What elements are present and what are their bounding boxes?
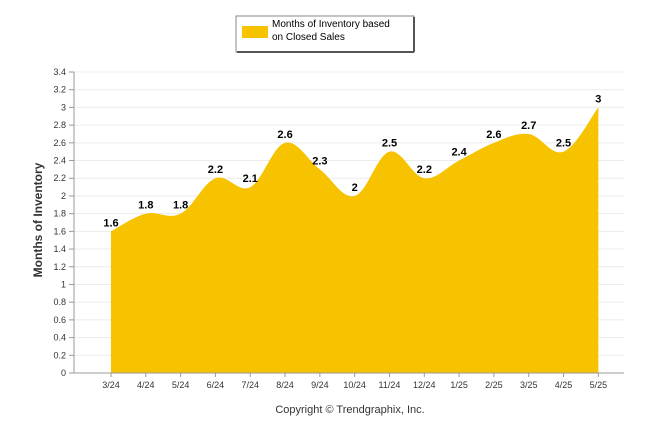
data-label: 2.7 [521, 120, 536, 132]
y-tick-label: 0.6 [53, 315, 66, 325]
y-tick-label: 3 [61, 102, 66, 112]
legend-swatch [242, 26, 268, 38]
y-tick-label: 0 [61, 368, 66, 378]
x-tick-label: 4/24 [137, 380, 155, 390]
data-label: 1.8 [138, 200, 153, 212]
data-label: 2 [352, 182, 358, 194]
x-tick-label: 11/24 [379, 380, 401, 390]
area-series-fill [111, 107, 599, 373]
y-tick-label: 1 [61, 279, 66, 289]
x-tick-label: 7/24 [241, 380, 259, 390]
y-tick-label: 0.4 [53, 333, 66, 343]
x-tick-label: 9/24 [311, 380, 329, 390]
data-label: 2.2 [417, 164, 432, 176]
y-tick-label: 1.2 [53, 262, 66, 272]
y-tick-label: 3.4 [53, 67, 66, 77]
x-tick-label: 3/25 [520, 380, 538, 390]
y-tick-label: 3.2 [53, 85, 66, 95]
data-label: 2.1 [243, 173, 258, 185]
y-tick-label: 1.4 [53, 244, 66, 254]
data-labels: 1.6 1.8 1.8 2.2 2.1 2.6 2.3 2 2.5 2.2 2.4 2.6 2.7 2.5… [103, 93, 601, 229]
y-tick-labels: 0 0.2 0.4 0.6 0.8 1 1.2 1.4 1.6 1.8 2 2.2 2.4 2.6 2.8 3… [53, 67, 66, 378]
x-tick-label: 8/24 [276, 380, 294, 390]
y-tick-label: 0.8 [53, 297, 66, 307]
x-tick-label: 1/25 [450, 380, 468, 390]
data-label: 2.6 [277, 129, 292, 141]
legend-line-2: on Closed Sales [272, 32, 345, 43]
legend-line-1: Months of Inventory based [272, 19, 390, 30]
y-tick-label: 2.6 [53, 138, 66, 148]
x-tick-label: 6/24 [207, 380, 225, 390]
y-tick-label: 1.8 [53, 209, 66, 219]
x-tick-label: 5/24 [172, 380, 190, 390]
data-label: 2.2 [208, 164, 223, 176]
x-tick-label: 5/25 [590, 380, 608, 390]
y-tick-label: 2 [61, 191, 66, 201]
data-label: 1.8 [173, 200, 188, 212]
y-axis-title: Months of Inventory [31, 162, 45, 277]
data-label: 2.5 [556, 138, 571, 150]
x-tick-label: 12/24 [413, 380, 436, 390]
data-label: 2.5 [382, 138, 397, 150]
x-tick-label: 4/25 [555, 380, 573, 390]
y-tick-label: 2.2 [53, 173, 66, 183]
data-label: 1.6 [103, 217, 118, 229]
axes [73, 72, 624, 374]
x-tick-label: 10/24 [343, 380, 366, 390]
chart-legend[interactable]: Months of Inventory based on Closed Sale… [235, 15, 415, 53]
y-tick-label: 2.8 [53, 120, 66, 130]
y-tick-label: 2.4 [53, 156, 66, 166]
data-label: 2.6 [486, 129, 501, 141]
y-tick-label: 0.2 [53, 350, 66, 360]
data-label: 2.4 [451, 147, 467, 159]
data-label: 2.3 [312, 155, 327, 167]
x-tick-labels: 3/24 4/24 5/24 6/24 7/24 8/24 9/24 10/24 11/24 12… [102, 373, 607, 390]
y-tick-label: 1.6 [53, 226, 66, 236]
copyright-footer: Copyright © Trendgraphix, Inc. [275, 404, 424, 416]
x-tick-label: 2/25 [485, 380, 503, 390]
data-label: 3 [595, 93, 601, 105]
plot-area [111, 107, 599, 373]
x-tick-label: 3/24 [102, 380, 120, 390]
